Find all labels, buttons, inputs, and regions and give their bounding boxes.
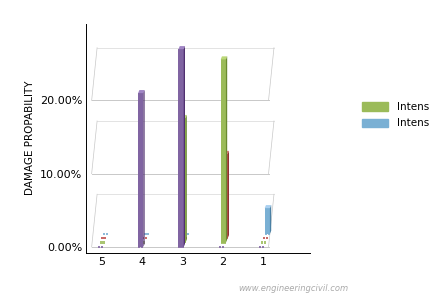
Bar (263, 241, 265, 244)
Polygon shape (264, 205, 270, 208)
Polygon shape (178, 46, 184, 49)
Bar (225, 237, 227, 239)
Bar (138, 93, 143, 247)
Bar (98, 246, 100, 248)
Bar (224, 233, 226, 235)
Bar (138, 246, 140, 248)
Polygon shape (143, 90, 144, 247)
Bar (142, 241, 144, 244)
Text: www.engineeringcivil.com: www.engineeringcivil.com (237, 284, 347, 293)
Bar (261, 241, 263, 244)
Legend: Intensity (VII), Intensity (V): Intensity (VII), Intensity (V) (361, 102, 430, 128)
Bar (218, 246, 221, 248)
Bar (223, 241, 225, 244)
Bar (184, 233, 186, 235)
Bar (261, 246, 264, 248)
Bar (258, 246, 261, 248)
Bar (106, 233, 108, 235)
Bar (265, 237, 267, 239)
Bar (267, 233, 269, 235)
Bar (103, 233, 105, 235)
Bar (101, 237, 103, 239)
Bar (100, 246, 102, 248)
Polygon shape (180, 115, 186, 118)
Bar (264, 233, 266, 235)
Polygon shape (138, 90, 144, 93)
Bar (264, 208, 269, 234)
Bar (220, 59, 225, 243)
Bar (182, 237, 184, 239)
Bar (180, 241, 182, 244)
Bar (262, 237, 264, 239)
Bar (181, 246, 183, 248)
Bar (183, 241, 185, 244)
Bar (146, 233, 148, 235)
Bar (104, 237, 106, 239)
Polygon shape (183, 46, 184, 247)
Polygon shape (225, 56, 227, 243)
Bar (184, 237, 187, 239)
Bar (144, 237, 147, 239)
Bar (102, 241, 104, 244)
Bar (178, 49, 183, 247)
Bar (222, 154, 227, 238)
Polygon shape (269, 205, 270, 234)
Bar (178, 246, 180, 248)
Polygon shape (222, 151, 228, 154)
Polygon shape (185, 115, 186, 243)
Polygon shape (220, 56, 227, 59)
Y-axis label: DAMAGE PROPABILITY: DAMAGE PROPABILITY (25, 81, 35, 196)
Bar (141, 237, 144, 239)
Bar (222, 237, 224, 239)
Bar (221, 246, 223, 248)
Bar (99, 241, 101, 244)
Bar (140, 241, 142, 244)
Bar (141, 246, 143, 248)
Bar (186, 233, 188, 235)
Bar (220, 241, 222, 244)
Bar (143, 233, 145, 235)
Polygon shape (227, 151, 228, 238)
Bar (227, 233, 229, 235)
Bar (180, 118, 185, 243)
